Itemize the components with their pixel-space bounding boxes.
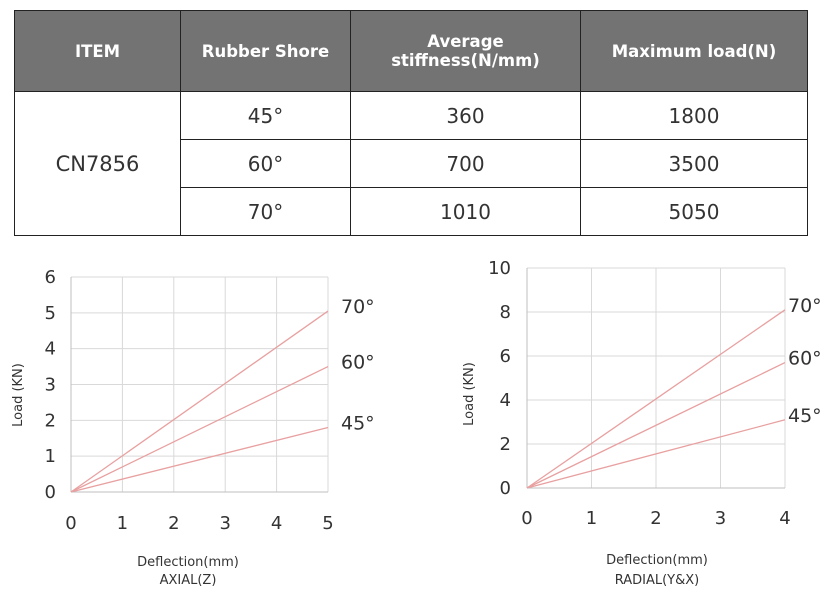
table-header-row: ITEM Rubber Shore Average stiffness(N/mm… [14,10,808,92]
x-tick-label: 0 [65,513,76,534]
series-line-70 [526,309,786,489]
y-axis-title: Load (KN) [11,363,26,427]
x-tick-label: 0 [521,508,532,529]
shore-cell: 70° [180,187,351,236]
series-line-45 [70,426,329,493]
y-tick-label: 2 [45,410,56,431]
max-load-cell: 3500 [580,139,808,188]
x-axis-title: Deflection(mm) [606,553,708,568]
x-tick-label: 1 [586,508,597,529]
table-row: 60° 700 3500 [15,139,808,188]
y-tick-label: 2 [500,434,511,455]
y-tick-label: 1 [45,446,56,467]
y-tick-label: 3 [45,375,56,396]
x-tick-label: 3 [219,513,230,534]
y-tick-label: 4 [45,339,56,360]
series-line-45 [526,419,786,489]
stiffness-cell: 360 [350,91,581,140]
chart-subtitle: AXIAL(Z) [160,573,217,588]
series-label: 70° [341,296,375,318]
x-tick-label: 4 [779,508,790,529]
x-tick-label: 3 [715,508,726,529]
header-maximum-load: Maximum load(N) [580,10,808,92]
x-tick-label: 2 [168,513,179,534]
series-label: 60° [341,352,375,374]
y-tick-label: 8 [500,302,511,323]
series-line-70 [70,310,329,493]
y-tick-label: 5 [45,303,56,324]
y-tick-label: 6 [500,346,511,367]
series-label: 60° [788,348,822,370]
series-label: 45° [341,413,375,435]
header-item: ITEM [14,10,181,92]
y-tick-label: 0 [45,482,56,503]
y-tick-label: 0 [500,478,511,499]
x-tick-label: 5 [322,513,333,534]
item-cell: CN7856 [14,91,181,236]
x-tick-label: 4 [271,513,282,534]
y-axis-title: Load (KN) [462,362,477,426]
chart-subtitle: RADIAL(Y&X) [615,573,700,588]
stiffness-cell: 1010 [350,187,581,236]
x-tick-label: 2 [650,508,661,529]
max-load-cell: 5050 [580,187,808,236]
x-axis-title: Deflection(mm) [137,555,239,570]
y-tick-label: 10 [488,258,511,279]
table-row: CN7856 45° 360 1800 [14,91,808,236]
y-tick-label: 6 [45,267,56,288]
y-tick-label: 4 [500,390,511,411]
spec-table: ITEM Rubber Shore Average stiffness(N/mm… [14,10,808,236]
shore-cell: 60° [180,139,351,188]
x-tick-label: 1 [117,513,128,534]
stiffness-cell: 700 [350,139,581,188]
table-row: 70° 1010 5050 [15,187,808,236]
series-line-60 [526,362,786,489]
series-label: 45° [788,405,822,427]
series-line-60 [70,365,329,493]
series-label: 70° [788,295,822,317]
